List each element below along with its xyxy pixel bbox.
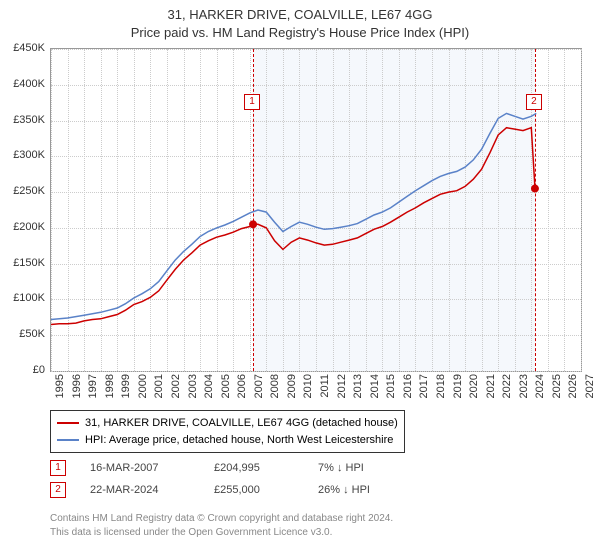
xtick-label: 2008: [269, 374, 281, 404]
xtick-label: 1996: [71, 374, 83, 404]
chart-container: 31, HARKER DRIVE, COALVILLE, LE67 4GG Pr…: [0, 0, 600, 560]
ytick-label: £200K: [5, 221, 45, 233]
sales-row: 1 16-MAR-2007 £204,995 7% ↓ HPI: [50, 460, 418, 476]
xtick-label: 2017: [418, 374, 430, 404]
xtick-label: 2009: [286, 374, 298, 404]
sales-marker-box: 1: [50, 460, 66, 476]
marker-point-2: [531, 185, 539, 193]
sales-row: 2 22-MAR-2024 £255,000 26% ↓ HPI: [50, 482, 418, 498]
footer-line2: This data is licensed under the Open Gov…: [50, 526, 393, 540]
title-address: 31, HARKER DRIVE, COALVILLE, LE67 4GG: [0, 6, 600, 24]
xtick-label: 2002: [170, 374, 182, 404]
xtick-label: 2024: [534, 374, 546, 404]
ytick-label: £0: [5, 364, 45, 376]
xtick-label: 2019: [452, 374, 464, 404]
marker-box-2: 2: [526, 94, 542, 110]
sales-date: 16-MAR-2007: [90, 462, 190, 474]
xtick-label: 2007: [253, 374, 265, 404]
xtick-label: 2006: [236, 374, 248, 404]
ytick-label: £300K: [5, 149, 45, 161]
xtick-label: 1999: [120, 374, 132, 404]
legend-row-price-paid: 31, HARKER DRIVE, COALVILLE, LE67 4GG (d…: [57, 415, 398, 432]
legend-swatch-blue: [57, 439, 79, 441]
xtick-label: 2027: [584, 374, 596, 404]
sales-price: £204,995: [214, 462, 294, 474]
xtick-label: 1998: [104, 374, 116, 404]
legend-label-price-paid: 31, HARKER DRIVE, COALVILLE, LE67 4GG (d…: [85, 415, 398, 432]
xtick-label: 2022: [501, 374, 513, 404]
sales-pct: 7% ↓ HPI: [318, 462, 418, 474]
xtick-label: 2001: [153, 374, 165, 404]
plot-area: [50, 48, 582, 372]
xtick-label: 2020: [468, 374, 480, 404]
sales-marker-box: 2: [50, 482, 66, 498]
footer-line1: Contains HM Land Registry data © Crown c…: [50, 512, 393, 526]
xtick-label: 2011: [319, 374, 331, 404]
xtick-label: 2012: [336, 374, 348, 404]
ytick-label: £250K: [5, 185, 45, 197]
xtick-label: 2003: [187, 374, 199, 404]
xtick-label: 2000: [137, 374, 149, 404]
xtick-label: 2004: [203, 374, 215, 404]
gridline-h: [51, 371, 581, 372]
ytick-label: £450K: [5, 42, 45, 54]
sales-date: 22-MAR-2024: [90, 484, 190, 496]
xtick-label: 2013: [352, 374, 364, 404]
legend-box: 31, HARKER DRIVE, COALVILLE, LE67 4GG (d…: [50, 410, 405, 453]
legend-label-hpi: HPI: Average price, detached house, Nort…: [85, 432, 393, 449]
title-subtitle: Price paid vs. HM Land Registry's House …: [0, 24, 600, 42]
footer-note: Contains HM Land Registry data © Crown c…: [50, 512, 393, 539]
ytick-label: £150K: [5, 257, 45, 269]
ytick-label: £50K: [5, 328, 45, 340]
chart-svg: [51, 49, 581, 371]
legend-swatch-red: [57, 422, 79, 424]
xtick-label: 2023: [518, 374, 530, 404]
xtick-label: 2010: [302, 374, 314, 404]
xtick-label: 2025: [551, 374, 563, 404]
xtick-label: 2021: [485, 374, 497, 404]
xtick-label: 1997: [87, 374, 99, 404]
ytick-label: £350K: [5, 114, 45, 126]
xtick-label: 2026: [567, 374, 579, 404]
marker-point-1: [249, 220, 257, 228]
sales-table: 1 16-MAR-2007 £204,995 7% ↓ HPI 2 22-MAR-2024…: [50, 460, 418, 504]
sales-price: £255,000: [214, 484, 294, 496]
xtick-label: 2018: [435, 374, 447, 404]
xtick-label: 2016: [402, 374, 414, 404]
sales-pct: 26% ↓ HPI: [318, 484, 418, 496]
ytick-label: £400K: [5, 78, 45, 90]
xtick-label: 2015: [385, 374, 397, 404]
xtick-label: 2005: [220, 374, 232, 404]
xtick-label: 2014: [369, 374, 381, 404]
legend-row-hpi: HPI: Average price, detached house, Nort…: [57, 432, 398, 449]
series-line-hpi: [51, 113, 536, 319]
xtick-label: 1995: [54, 374, 66, 404]
gridline-v: [581, 49, 582, 371]
marker-box-1: 1: [244, 94, 260, 110]
ytick-label: £100K: [5, 292, 45, 304]
title-block: 31, HARKER DRIVE, COALVILLE, LE67 4GG Pr…: [0, 0, 600, 42]
